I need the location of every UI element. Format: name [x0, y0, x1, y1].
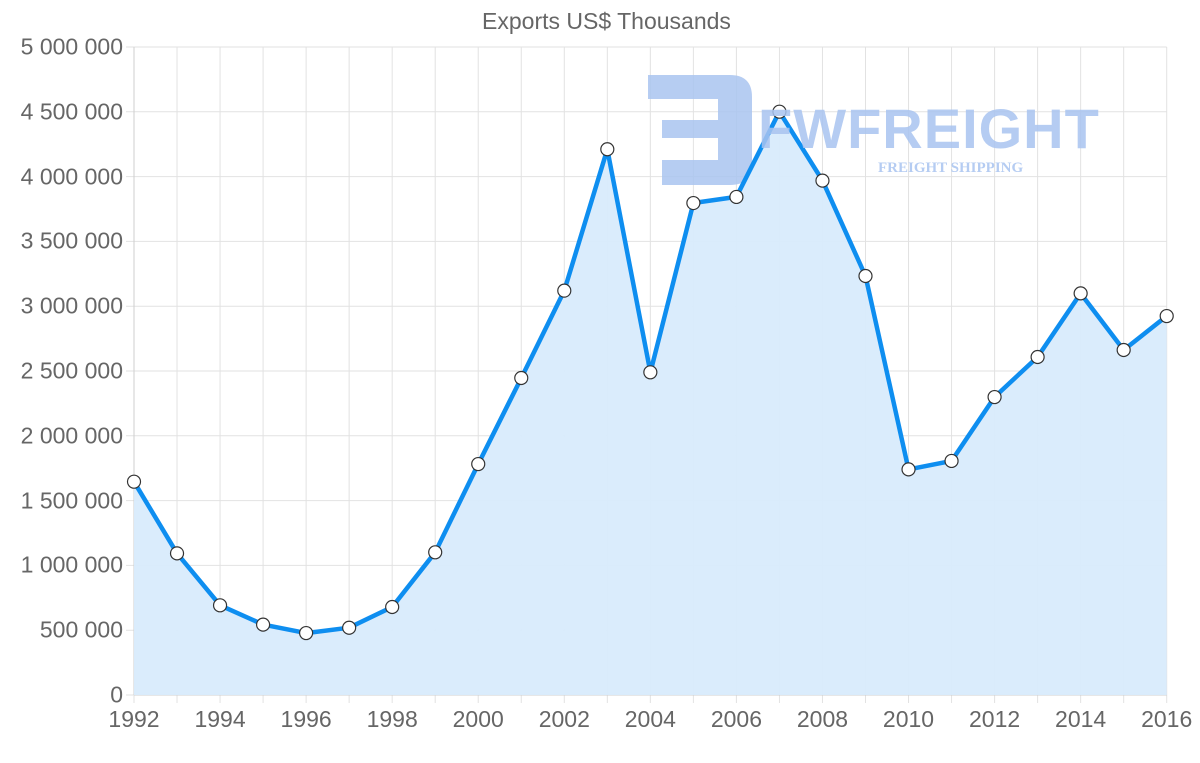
logo-mark-icon	[648, 75, 752, 185]
data-point[interactable]	[514, 370, 529, 386]
x-tick-label: 2002	[538, 706, 590, 732]
watermark-brand: FWFREIGHT	[758, 97, 1100, 160]
y-tick-label: 0	[110, 681, 123, 708]
data-point[interactable]	[255, 617, 271, 632]
x-tick-label: 2008	[796, 706, 849, 732]
x-tick-label: 1994	[194, 706, 246, 732]
y-tick-label: 3 500 000	[20, 227, 123, 254]
watermark-tagline: FREIGHT SHIPPING	[878, 160, 1024, 176]
data-point[interactable]	[1159, 308, 1174, 324]
data-point[interactable]	[126, 474, 142, 489]
x-tick-label: 2014	[1055, 706, 1107, 732]
data-point[interactable]	[858, 268, 873, 284]
data-point[interactable]	[944, 453, 959, 469]
x-tick-label: 1998	[366, 706, 418, 732]
y-tick-label: 2 000 000	[20, 422, 123, 449]
data-point[interactable]	[169, 546, 185, 561]
data-point[interactable]	[212, 598, 228, 613]
data-point[interactable]	[987, 389, 1002, 405]
x-tick-label: 2012	[968, 706, 1021, 732]
data-point[interactable]	[557, 283, 572, 298]
data-point[interactable]	[772, 104, 787, 119]
data-point[interactable]	[1116, 342, 1131, 358]
y-tick-label: 3 000 000	[20, 292, 123, 319]
data-point[interactable]	[815, 173, 830, 188]
x-tick-label: 2006	[710, 706, 762, 732]
y-tick-label: 2 500 000	[20, 357, 123, 384]
x-tick-label: 1996	[280, 706, 332, 732]
y-tick-label: 5 000 000	[20, 33, 123, 60]
data-point[interactable]	[471, 456, 486, 472]
data-point[interactable]	[729, 189, 744, 205]
x-tick-label: 1992	[108, 706, 160, 732]
data-point[interactable]	[901, 462, 916, 477]
data-point[interactable]	[385, 599, 400, 615]
y-tick-label: 500 000	[39, 616, 123, 643]
data-point[interactable]	[342, 620, 357, 635]
x-tick-label: 2004	[624, 706, 676, 732]
x-tick-label: 2010	[882, 706, 935, 732]
x-tick-label: 2000	[452, 706, 504, 732]
data-point[interactable]	[600, 142, 615, 157]
y-tick-label: 1 000 000	[20, 551, 123, 578]
watermark-logo	[648, 75, 752, 185]
data-point[interactable]	[1073, 286, 1088, 301]
data-point[interactable]	[686, 195, 701, 211]
x-tick-label: 2016	[1141, 706, 1193, 732]
y-tick-label: 4 500 000	[20, 98, 123, 125]
y-tick-label: 4 000 000	[20, 163, 123, 190]
data-point[interactable]	[299, 625, 314, 641]
data-point[interactable]	[643, 365, 658, 380]
data-points	[126, 104, 1174, 641]
area-fill	[134, 111, 1167, 695]
y-tick-label: 1 500 000	[20, 487, 123, 514]
data-point[interactable]	[428, 545, 443, 560]
data-point[interactable]	[1030, 349, 1045, 365]
chart-title: Exports US$ Thousands	[482, 8, 731, 34]
